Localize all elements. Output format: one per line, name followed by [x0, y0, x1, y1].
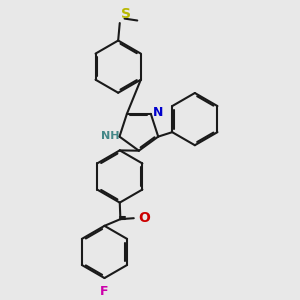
Text: S: S: [121, 8, 131, 21]
Text: N: N: [153, 106, 163, 119]
Text: O: O: [138, 211, 150, 225]
Text: F: F: [100, 285, 109, 298]
Text: NH: NH: [101, 131, 119, 141]
